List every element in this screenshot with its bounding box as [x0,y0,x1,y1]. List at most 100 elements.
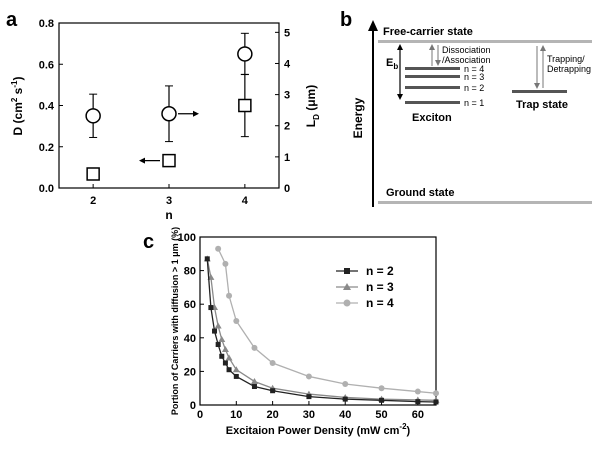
panel-a-xlabel: n [165,208,172,222]
c-xtick-label: 40 [339,409,351,421]
a-ytick-label: 0.0 [39,183,54,195]
panel-c-series [203,245,440,405]
energy-axis-label: Energy [351,97,365,138]
c-series-line [206,258,437,403]
a-xtick-label: 2 [90,195,96,207]
exciton-level-n4 [405,67,460,70]
c-point-circle [305,373,312,380]
panel-c-frame [199,236,437,406]
panel-a-data-marks [85,32,253,181]
c-legend-label: n = 4 [366,296,394,310]
c-point-circle [343,299,351,307]
c-series-line [217,248,437,394]
a-point-circle [85,108,101,124]
energy-axis-arrowhead [368,20,378,31]
panel-c-xlabel: Excitaion Power Density (mW cm-2) [226,422,411,437]
a-y2tick-label: 2 [284,121,290,133]
c-point-square [204,256,210,262]
trapping-label: Trapping/ [547,54,585,64]
association-label: /Association [442,55,491,65]
c-point-triangle [221,346,229,353]
c-xtick-label: 30 [303,409,315,421]
panel-b: b Energy Free-carrier state Ground state… [340,9,592,207]
c-point-circle [233,318,240,324]
c-point-circle [269,360,276,366]
c-xtick-label: 0 [197,409,203,421]
c-point-square [215,342,221,348]
c-point-circle [215,245,222,252]
c-point-square [222,360,228,366]
level-n1-label: n = 1 [464,98,484,108]
c-xtick-label: 50 [375,409,387,421]
panel-a: a 0.0 0.2 0.4 0.6 0.8 0 1 2 3 4 5 2 3 4 n D (cm2 s-… [6,9,321,222]
a-point-circle [237,46,253,62]
c-point-triangle [250,377,258,384]
a-xtick-label: 4 [242,195,249,207]
exciton-level-n1 [405,101,460,104]
c-legend-label: n = 3 [366,280,394,294]
c-ytick-label: 20 [184,366,196,378]
trap-level [512,90,567,93]
c-legend-label: n = 2 [366,264,394,278]
panel-c-ylabel: Portion of Carriers with diffusion > 1 μ… [170,227,180,415]
exciton-label: Exciton [412,112,452,124]
eb-arrow-up [397,44,403,50]
panel-a-x-axis: 2 3 4 [90,184,249,207]
panel-b-letter: b [340,9,352,31]
c-point-square [433,399,439,405]
a-y2tick-label: 1 [284,152,290,164]
c-xtick-label: 20 [266,409,278,421]
ground-label: Ground state [386,187,454,199]
a-y2tick-label: 3 [284,90,290,102]
panel-c-y-axis: 0 20 40 60 80 100 [178,232,204,412]
a-y2tick-label: 5 [284,27,290,39]
c-point-circle [342,381,349,387]
dissociation-label: Dissociation [442,45,491,55]
a-axis-arrowhead [193,110,199,117]
c-xtick-label: 60 [412,409,424,421]
panel-a-letter: a [6,9,18,31]
c-point-square [306,394,312,400]
c-point-triangle [218,335,226,342]
c-point-square [233,373,239,379]
c-point-square [342,396,348,402]
exciton-level-n2 [405,86,460,89]
level-n4-label: n = 4 [464,64,484,74]
exciton-level-n3 [405,75,460,78]
c-ytick-label: 60 [184,299,196,311]
c-point-square [226,367,232,373]
a-y2tick-label: 4 [284,58,291,70]
panel-a-left-axis: 0.0 0.2 0.4 0.6 0.8 [39,18,63,195]
a-point-square [162,153,176,168]
c-point-square [212,328,218,334]
eb-label: Eb [386,57,398,71]
c-ytick-label: 80 [184,266,196,278]
association-arrowhead-down [435,60,441,66]
a-ytick-label: 0.8 [39,18,54,30]
panel-a-y2label: LD (μm) [304,85,321,127]
a-point-square [238,98,252,113]
panel-c-x-axis: 0 10 20 30 40 50 60 [197,401,424,421]
c-point-triangle [214,322,222,329]
c-point-circle [251,344,258,351]
c-point-square [208,305,214,311]
panel-c-legend: n = 2 n = 3 n = 4 [336,264,394,310]
level-n2-label: n = 2 [464,83,484,93]
level-n3-label: n = 3 [464,72,484,82]
dissociation-arrowhead-up [429,44,435,50]
panel-a-right-axis: 0 1 2 3 4 5 [275,27,291,195]
c-ytick-label: 0 [190,400,196,412]
a-ytick-label: 0.2 [39,142,54,154]
c-point-triangle [232,366,240,373]
a-axis-arrowhead [139,157,145,164]
c-point-square [251,384,257,390]
trap-state-label: Trap state [516,99,568,111]
a-ytick-label: 0.4 [39,101,55,113]
c-ytick-label: 40 [184,333,196,345]
c-point-circle [226,292,233,299]
c-point-circle [378,385,385,392]
a-point-circle [161,106,177,122]
c-ytick-label: 100 [178,232,196,244]
trapping-arrowhead [534,83,540,89]
